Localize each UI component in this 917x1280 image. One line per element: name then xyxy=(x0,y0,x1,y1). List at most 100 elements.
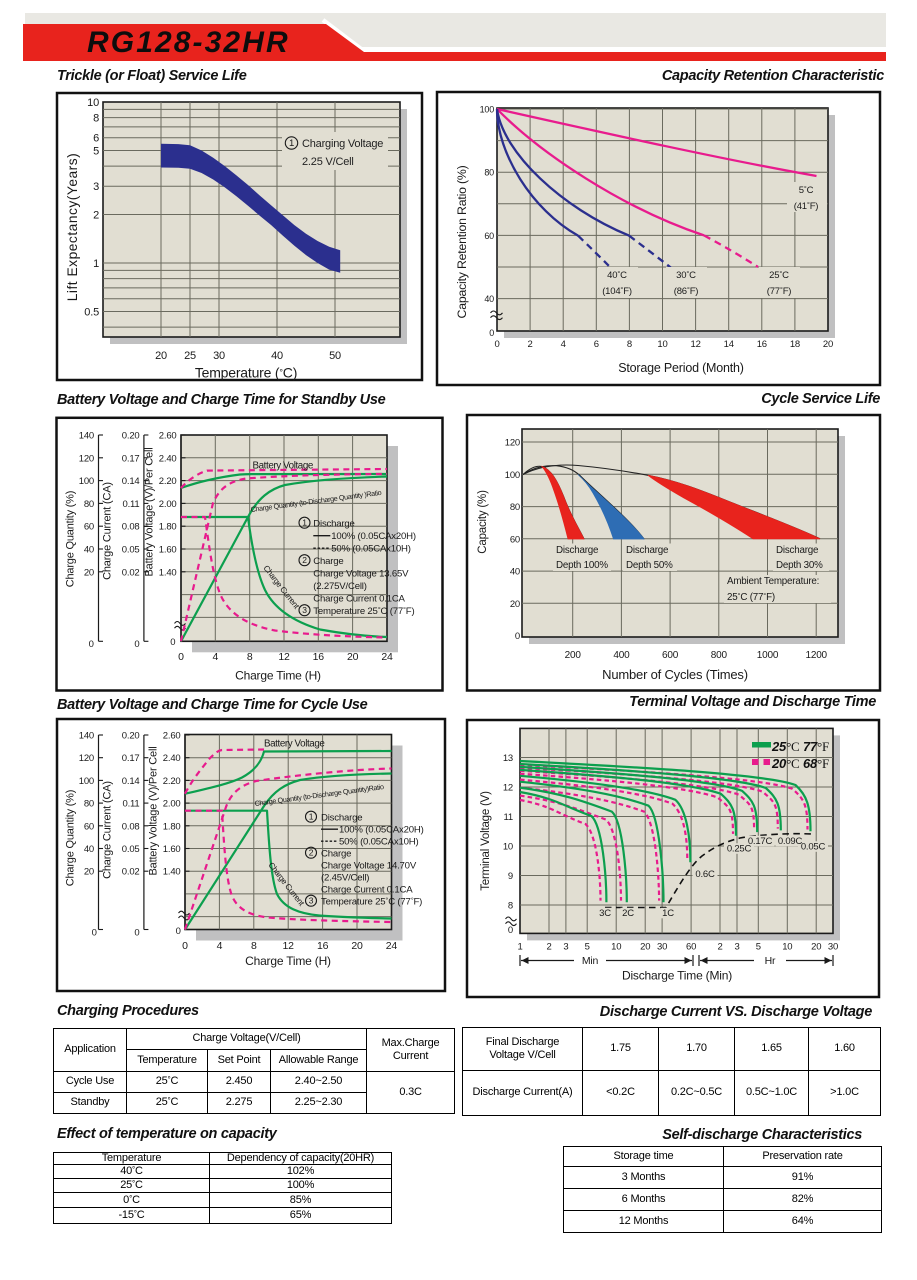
svg-text:0.11: 0.11 xyxy=(123,799,140,810)
svg-text:(2.45V/Cell): (2.45V/Cell) xyxy=(321,873,369,884)
svg-text:Charge Current 0.1CA: Charge Current 0.1CA xyxy=(321,885,413,896)
svg-text:20: 20 xyxy=(347,651,359,663)
svg-text:80: 80 xyxy=(510,502,520,513)
svg-text:Discharge Time (Min): Discharge Time (Min) xyxy=(622,969,732,983)
svg-text:0.17: 0.17 xyxy=(122,453,140,464)
svg-text:600: 600 xyxy=(662,650,679,661)
svg-text:16: 16 xyxy=(317,940,329,952)
svg-text:Storage Period (Month): Storage Period (Month) xyxy=(618,361,744,375)
svg-text:100: 100 xyxy=(480,105,495,115)
svg-text:5: 5 xyxy=(93,146,99,158)
svg-text:0.05: 0.05 xyxy=(122,844,140,855)
svg-text:20: 20 xyxy=(351,940,363,952)
svg-text:25°C 77°F: 25°C 77°F xyxy=(771,739,829,754)
svg-text:Charge Current (CA): Charge Current (CA) xyxy=(102,482,114,580)
svg-text:(41°F): (41°F) xyxy=(794,200,819,212)
svg-text:10: 10 xyxy=(611,942,621,953)
svg-text:20: 20 xyxy=(811,942,821,953)
svg-text:100: 100 xyxy=(505,470,520,481)
svg-text:0.14: 0.14 xyxy=(122,776,140,787)
svg-text:20: 20 xyxy=(84,867,94,878)
svg-text:20: 20 xyxy=(84,567,94,578)
svg-text:100% (0.05CAx20H): 100% (0.05CAx20H) xyxy=(339,825,424,836)
svg-text:Charge Time (H): Charge Time (H) xyxy=(245,954,331,968)
svg-text:3: 3 xyxy=(734,942,739,953)
svg-text:(2.275V/Cell): (2.275V/Cell) xyxy=(313,581,366,592)
svg-text:Discharge: Discharge xyxy=(321,813,362,824)
svg-text:60: 60 xyxy=(84,821,94,832)
svg-text:800: 800 xyxy=(711,650,728,661)
svg-text:1200: 1200 xyxy=(805,650,827,661)
svg-text:4: 4 xyxy=(217,940,223,952)
svg-text:8: 8 xyxy=(93,113,99,125)
svg-text:0.08: 0.08 xyxy=(122,821,140,832)
svg-text:0: 0 xyxy=(89,639,94,650)
svg-text:Charging Voltage: Charging Voltage xyxy=(302,138,383,150)
svg-text:24: 24 xyxy=(386,940,398,952)
svg-text:0.17C: 0.17C xyxy=(748,836,773,847)
svg-text:16: 16 xyxy=(757,339,767,350)
svg-text:1: 1 xyxy=(309,812,314,822)
svg-text:0: 0 xyxy=(170,637,175,648)
svg-text:0: 0 xyxy=(182,940,188,952)
svg-text:80: 80 xyxy=(484,168,494,178)
svg-text:Temperature 25°C (77°F): Temperature 25°C (77°F) xyxy=(313,605,414,617)
svg-text:0: 0 xyxy=(134,639,139,650)
svg-text:2.00: 2.00 xyxy=(159,499,177,510)
svg-text:0: 0 xyxy=(92,928,97,939)
svg-text:40: 40 xyxy=(484,294,494,304)
svg-text:1.60: 1.60 xyxy=(159,545,177,556)
svg-text:0.20: 0.20 xyxy=(122,431,140,442)
svg-text:Charge Current (CA): Charge Current (CA) xyxy=(102,781,114,879)
svg-text:120: 120 xyxy=(79,453,94,464)
svg-text:0: 0 xyxy=(508,925,513,936)
svg-text:0: 0 xyxy=(515,631,520,642)
svg-text:16: 16 xyxy=(313,651,325,663)
svg-text:200: 200 xyxy=(565,650,582,661)
svg-text:30: 30 xyxy=(828,942,838,953)
svg-text:140: 140 xyxy=(79,431,94,442)
svg-text:8: 8 xyxy=(508,901,513,912)
svg-text:12: 12 xyxy=(691,339,701,350)
svg-text:2: 2 xyxy=(93,210,99,222)
svg-text:100: 100 xyxy=(79,476,94,487)
svg-text:Depth 50%: Depth 50% xyxy=(626,560,673,571)
svg-text:25°C (77°F): 25°C (77°F) xyxy=(727,591,775,603)
svg-text:0.14: 0.14 xyxy=(122,476,140,487)
svg-text:1.80: 1.80 xyxy=(159,522,177,533)
svg-text:0.02: 0.02 xyxy=(122,867,140,878)
svg-text:0.6C: 0.6C xyxy=(695,869,715,880)
svg-text:2.20: 2.20 xyxy=(163,776,181,787)
svg-text:24: 24 xyxy=(381,651,393,663)
svg-text:Capacity Retention Ratio (%): Capacity Retention Ratio (%) xyxy=(455,165,469,318)
svg-text:0.02: 0.02 xyxy=(122,567,140,578)
svg-text:20°C 68°F: 20°C 68°F xyxy=(771,756,829,771)
svg-text:Battery Voltage (V)/Per Cell: Battery Voltage (V)/Per Cell xyxy=(144,448,156,577)
svg-text:10: 10 xyxy=(657,339,667,350)
svg-text:0: 0 xyxy=(176,926,181,937)
svg-text:8: 8 xyxy=(627,339,632,350)
svg-text:Capacity (%): Capacity (%) xyxy=(477,490,489,554)
svg-text:0.20: 0.20 xyxy=(122,731,140,742)
svg-text:80: 80 xyxy=(84,799,94,810)
svg-text:60: 60 xyxy=(84,522,94,533)
svg-text:8: 8 xyxy=(251,940,257,952)
svg-text:50% (0.05CAx10H): 50% (0.05CAx10H) xyxy=(331,544,410,555)
svg-text:25°C: 25°C xyxy=(769,269,789,281)
svg-text:50% (0.05CAx10H): 50% (0.05CAx10H) xyxy=(339,837,418,848)
svg-text:25: 25 xyxy=(184,350,196,362)
svg-text:2C: 2C xyxy=(622,908,634,919)
svg-text:2.40: 2.40 xyxy=(163,753,181,764)
svg-text:60: 60 xyxy=(510,534,520,545)
svg-text:5: 5 xyxy=(585,942,590,953)
svg-text:Lift Expectancy(Years): Lift Expectancy(Years) xyxy=(65,153,80,302)
svg-text:3C: 3C xyxy=(599,908,611,919)
svg-text:20: 20 xyxy=(823,339,833,350)
svg-text:Charge Quantity (%): Charge Quantity (%) xyxy=(65,790,77,886)
svg-text:Charge Time (H): Charge Time (H) xyxy=(235,669,321,683)
svg-text:2: 2 xyxy=(546,942,551,953)
svg-text:40: 40 xyxy=(271,350,283,362)
svg-text:18: 18 xyxy=(790,339,800,350)
svg-text:12: 12 xyxy=(283,940,295,952)
svg-text:3: 3 xyxy=(309,896,314,906)
